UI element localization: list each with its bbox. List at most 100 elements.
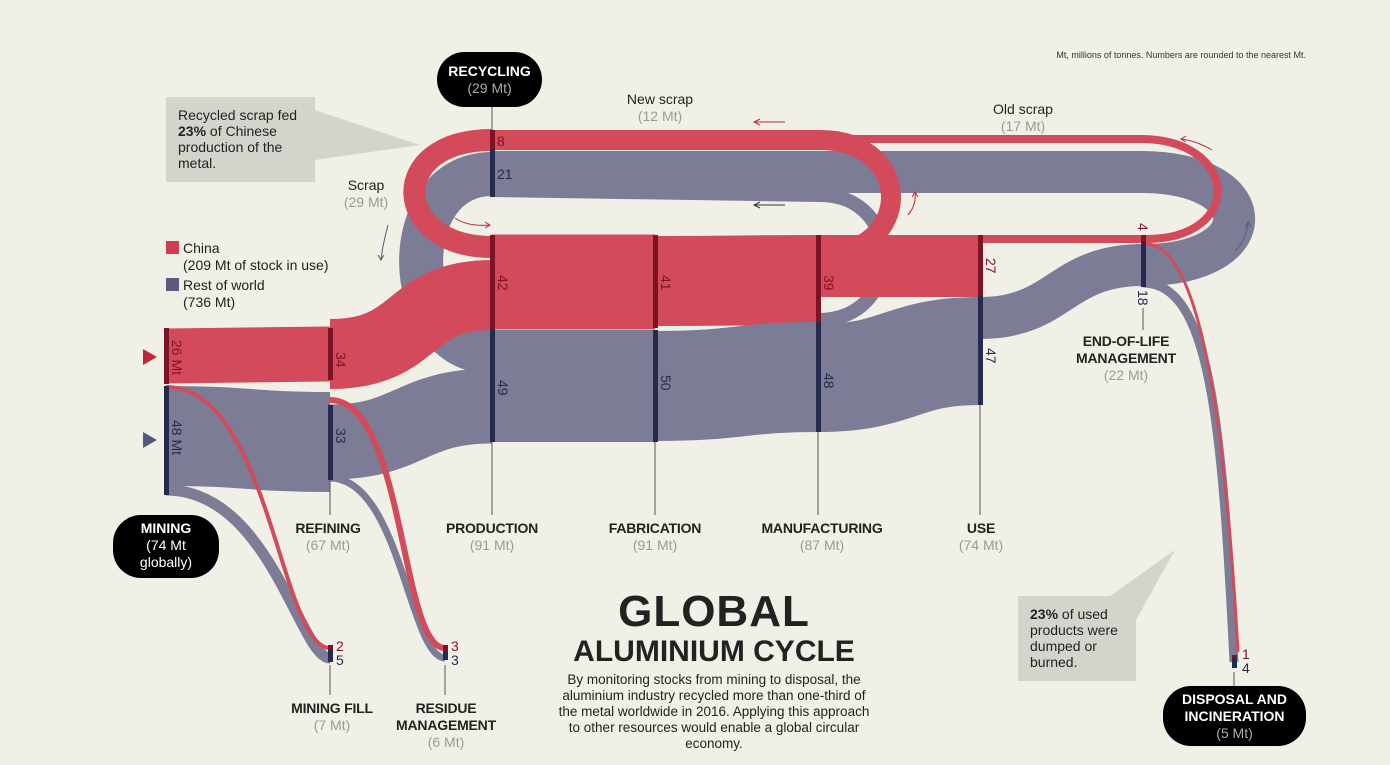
node-use: USE (74 Mt) bbox=[959, 520, 1003, 554]
node-bar-eol-row bbox=[1141, 243, 1146, 287]
node-bar-residue-row bbox=[443, 652, 448, 660]
china-swatch bbox=[166, 241, 179, 254]
china-marker-icon bbox=[143, 349, 157, 365]
node-total: (7 Mt) bbox=[313, 717, 351, 733]
legend-item-china: China bbox=[166, 240, 329, 257]
node-label: FABRICATION bbox=[608, 520, 702, 536]
node-bar-mining-fill-china bbox=[328, 645, 333, 650]
units-note: Mt, millions of tonnes. Numbers are roun… bbox=[1056, 50, 1306, 60]
callout-text: of used products were dumped or burned. bbox=[1030, 606, 1118, 670]
arrow-left-icon bbox=[752, 118, 761, 126]
flow-label: Old scrap bbox=[993, 101, 1053, 117]
flow-residue-row bbox=[329, 474, 446, 662]
flow-fabrication-manufacturing-row bbox=[654, 322, 819, 441]
node-bar-disposal-row bbox=[1232, 658, 1237, 668]
value-fabrication-row: 50 bbox=[658, 375, 674, 391]
node-bar-refining-china bbox=[328, 328, 333, 380]
node-bar-fabrication-row bbox=[653, 330, 658, 442]
value-disposal-china: 1 bbox=[1242, 646, 1250, 662]
value-production-china: 42 bbox=[495, 275, 511, 291]
flow-disposal-row bbox=[1142, 278, 1239, 663]
node-production: PRODUCTION (91 Mt) bbox=[446, 520, 538, 554]
node-total: globally) bbox=[139, 554, 193, 570]
node-residue: RESIDUE MANAGEMENT (6 Mt) bbox=[396, 700, 496, 751]
node-manufacturing: MANUFACTURING (87 Mt) bbox=[761, 520, 882, 554]
label-scrap: Scrap (29 Mt) bbox=[344, 177, 388, 211]
node-bar-fabrication-china bbox=[653, 235, 658, 328]
arrow-up-icon bbox=[907, 191, 919, 216]
label-new-scrap: New scrap (12 Mt) bbox=[627, 91, 693, 125]
node-bar-manufacturing-china bbox=[816, 235, 821, 322]
node-end-of-life: END-OF-LIFE MANAGEMENT (22 Mt) bbox=[1076, 333, 1176, 384]
node-label: MINING bbox=[140, 520, 192, 536]
node-bar-mining-fill-row bbox=[328, 650, 333, 662]
node-label: RECYCLING bbox=[448, 63, 531, 79]
node-bar-disposal-china bbox=[1232, 655, 1237, 658]
value-refining-china: 34 bbox=[333, 352, 349, 368]
flow-mining-refining-china bbox=[165, 326, 331, 384]
flow-mining-fill-china bbox=[165, 385, 331, 650]
value-disposal-row: 4 bbox=[1242, 660, 1250, 676]
node-refining: REFINING (67 Mt) bbox=[295, 520, 360, 554]
node-bar-production-row bbox=[490, 330, 495, 442]
title-line-1: GLOBAL bbox=[618, 587, 810, 636]
node-total: (91 Mt) bbox=[469, 537, 515, 553]
value-manufacturing-china: 39 bbox=[821, 275, 837, 291]
callout-text: Recycled scrap fed bbox=[178, 107, 298, 123]
flow-use-eol-row bbox=[979, 244, 1144, 339]
flow-total: (29 Mt) bbox=[343, 194, 389, 210]
value-eol-china: 4 bbox=[1135, 223, 1151, 231]
flow-residue-china bbox=[329, 397, 446, 651]
row-swatch bbox=[166, 278, 179, 291]
node-label: MINING FILL bbox=[291, 700, 373, 716]
node-total: (6 Mt) bbox=[427, 734, 465, 750]
value-mining-fill-china: 2 bbox=[336, 638, 344, 654]
node-total: (29 Mt) bbox=[467, 80, 512, 96]
value-refining-row: 33 bbox=[333, 428, 349, 444]
label-old-scrap: Old scrap (17 Mt) bbox=[993, 101, 1053, 135]
arrow-left-icon bbox=[752, 201, 785, 209]
node-total: (87 Mt) bbox=[799, 537, 845, 553]
node-bar-residue-china bbox=[443, 645, 448, 652]
node-recycling: RECYCLING (29 Mt) bbox=[437, 52, 542, 107]
flow-label: New scrap bbox=[626, 91, 694, 107]
callout-text: of Chinese production of the metal. bbox=[178, 123, 283, 171]
callout-recycled-scrap: Recycled scrap fed 23% of Chinese produc… bbox=[166, 97, 315, 182]
callout-dumped: 23% of used products were dumped or burn… bbox=[1018, 596, 1136, 681]
flow-refining-production-row bbox=[329, 368, 493, 480]
node-total: (91 Mt) bbox=[632, 537, 678, 553]
node-label: END-OF-LIFE bbox=[1082, 333, 1170, 349]
value-fabrication-china: 41 bbox=[658, 275, 674, 291]
arrow-left-icon bbox=[1180, 135, 1213, 151]
value-eol-row: 18 bbox=[1135, 290, 1151, 306]
flow-old-scrap-row bbox=[492, 151, 1255, 286]
node-bar-production-china bbox=[490, 235, 495, 330]
row-marker-icon bbox=[143, 432, 157, 448]
flow-scrap-row bbox=[399, 152, 494, 374]
node-label: REFINING bbox=[295, 520, 361, 536]
node-label: DISPOSAL AND bbox=[1181, 691, 1287, 707]
value-production-row: 49 bbox=[495, 380, 511, 396]
flow-disposal-china bbox=[1145, 242, 1240, 653]
flow-manufacturing-use-row bbox=[816, 297, 982, 432]
node-total: (22 Mt) bbox=[1103, 367, 1149, 383]
node-label: USE bbox=[966, 520, 996, 536]
callout-percent: 23% bbox=[178, 123, 207, 139]
arrow-down-icon bbox=[377, 224, 389, 261]
node-label: MANAGEMENT bbox=[1076, 350, 1176, 366]
node-label: MANAGEMENT bbox=[396, 717, 496, 733]
legend-detail: (209 Mt of stock in use) bbox=[183, 257, 329, 273]
legend-label: China bbox=[183, 240, 220, 256]
flow-refining-production-china bbox=[328, 260, 494, 389]
arrow-right-icon bbox=[454, 217, 491, 229]
node-bar-eol-china bbox=[1141, 235, 1146, 243]
node-bar-recycling-china bbox=[490, 130, 495, 150]
node-bar-manufacturing-row bbox=[816, 322, 821, 432]
value-mining-fill-row: 5 bbox=[336, 652, 344, 668]
node-label: PRODUCTION bbox=[445, 520, 539, 536]
node-bar-use-row bbox=[978, 296, 983, 405]
value-mining-row: 48 Mt bbox=[169, 420, 185, 455]
flow-total: (17 Mt) bbox=[1000, 118, 1046, 134]
node-bar-mining-china bbox=[164, 328, 169, 384]
value-mining-china: 26 Mt bbox=[169, 340, 185, 375]
